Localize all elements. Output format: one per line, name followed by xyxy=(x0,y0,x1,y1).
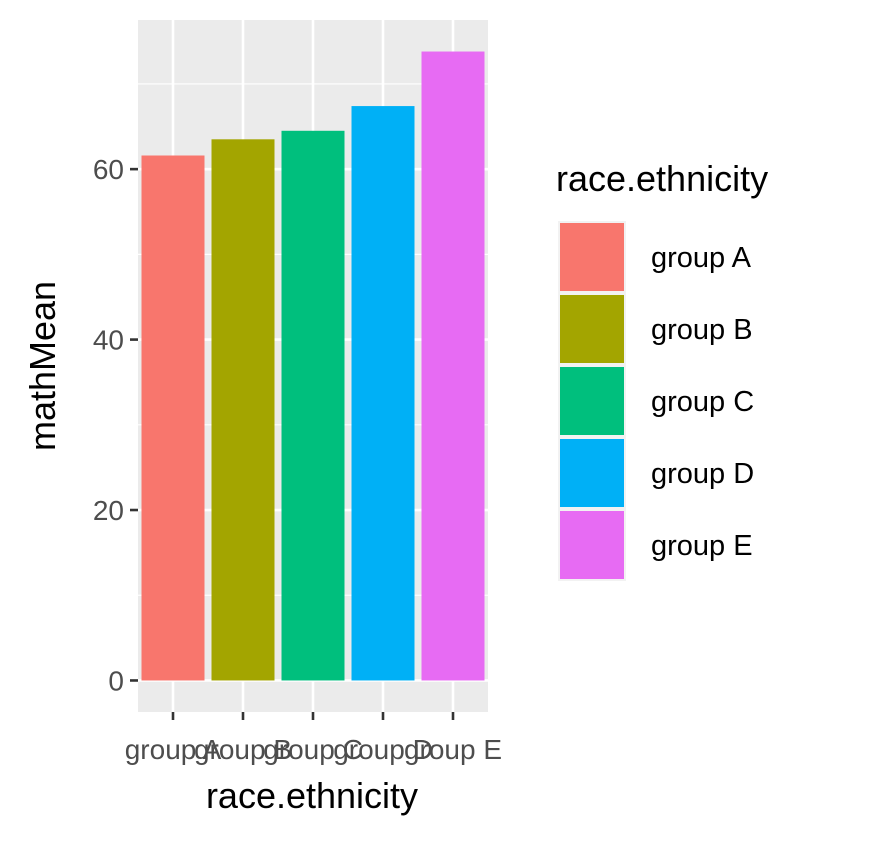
bar-group-C xyxy=(281,130,345,681)
bar-group-E xyxy=(421,51,485,681)
legend-swatch xyxy=(560,367,624,435)
y-tick-label: 0 xyxy=(108,665,124,696)
bar-group-B xyxy=(211,139,275,681)
x-tick-label: group A xyxy=(125,734,222,765)
legend-title: race.ethnicity xyxy=(556,158,768,199)
legend-label: group E xyxy=(651,530,753,562)
legend-swatch xyxy=(560,295,624,363)
legend-label: group A xyxy=(651,242,752,274)
x-axis-title: race.ethnicity xyxy=(206,775,418,816)
legend-label: group C xyxy=(651,386,754,418)
bars xyxy=(141,51,485,681)
x-tick-label: group C xyxy=(263,734,363,765)
legend-swatch xyxy=(560,223,624,291)
y-axis: 0 20 40 60 xyxy=(93,154,138,696)
legend-swatch xyxy=(560,511,624,579)
legend-label: group D xyxy=(651,458,754,490)
legend: race.ethnicity group A group B group C grou… xyxy=(556,158,768,581)
x-tick-label: group D xyxy=(333,734,433,765)
y-axis-title: mathMean xyxy=(22,281,63,451)
bar-group-A xyxy=(141,155,205,681)
y-tick-label: 20 xyxy=(93,495,124,526)
y-tick-label: 60 xyxy=(93,154,124,185)
legend-label: group B xyxy=(651,314,753,346)
y-tick-label: 40 xyxy=(93,325,124,356)
legend-swatch xyxy=(560,439,624,507)
x-tick-label: group E xyxy=(404,734,502,765)
bar-group-D xyxy=(351,106,415,681)
x-tick-label: group B xyxy=(194,734,292,765)
